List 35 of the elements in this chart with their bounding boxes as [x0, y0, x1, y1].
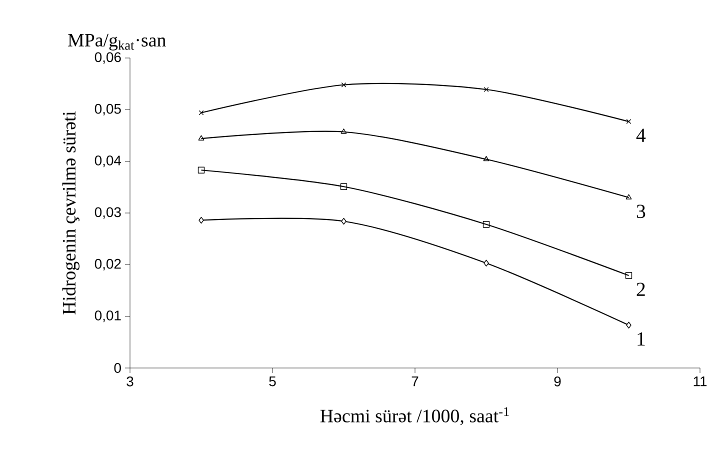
x-tick-label: 9 — [554, 376, 561, 386]
point — [484, 87, 489, 92]
x-tick-label: 7 — [412, 376, 418, 386]
text: MPa/g$_{kat}$·san — [68, 34, 166, 50]
point — [625, 272, 632, 279]
point — [482, 221, 490, 228]
y-tick-label: 0,06 — [94, 52, 121, 64]
point — [340, 128, 347, 134]
x-tick-label: 3 — [126, 376, 134, 386]
x-tick-label: 5 — [269, 376, 276, 386]
y-tick-label: 0 — [114, 363, 121, 373]
point — [198, 166, 205, 174]
x-axis-title: Həcmi sürət /1000, saat$^{-1}$ — [320, 407, 509, 426]
x-tick-label: 11 — [694, 376, 707, 386]
series-label: 2 — [636, 282, 645, 296]
series-label: 4 — [636, 128, 646, 142]
point — [198, 135, 204, 140]
point — [484, 260, 489, 266]
y-tick-label: 0,01 — [94, 310, 121, 322]
y-tick-label: 0,03 — [94, 207, 121, 219]
point — [198, 110, 204, 116]
point — [626, 322, 632, 328]
point — [626, 119, 632, 124]
point — [483, 156, 490, 162]
point — [341, 218, 346, 225]
y-tick-label: 0,04 — [94, 156, 122, 168]
point — [341, 82, 346, 88]
y-axis-title: Hidrogenin çevrilmə sürəti — [62, 111, 80, 314]
series-label: 3 — [636, 204, 646, 218]
series-label: 1 — [638, 332, 645, 346]
y-tick-label: 0,02 — [94, 258, 121, 270]
y-tick-label: 0,05 — [94, 104, 121, 116]
point — [340, 183, 348, 190]
point — [198, 216, 204, 224]
point — [626, 194, 632, 200]
